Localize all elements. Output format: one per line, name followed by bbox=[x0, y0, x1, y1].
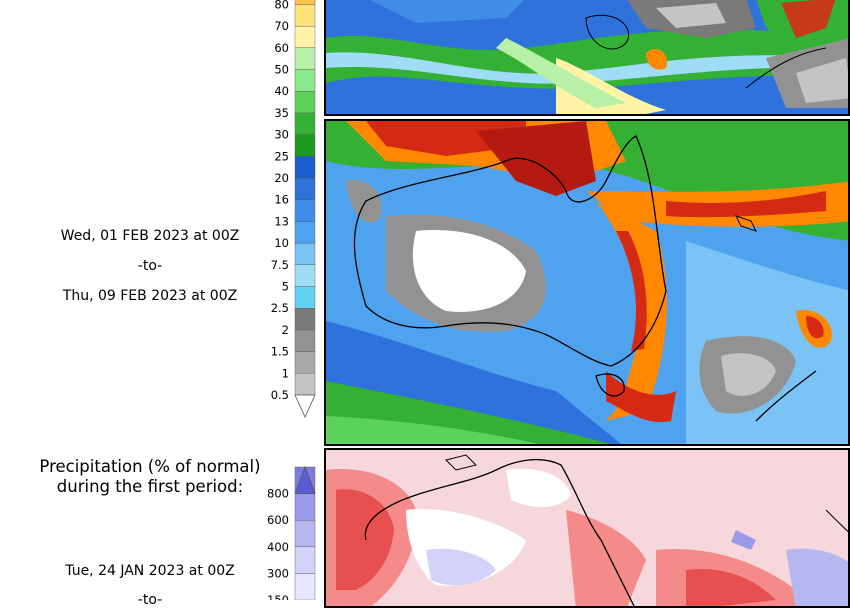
period-end-date: Thu, 09 FEB 2023 at 00Z bbox=[62, 288, 238, 304]
forecast-colorbar-segment bbox=[294, 264, 316, 287]
normal-colorbar-max-triangle bbox=[294, 465, 316, 494]
forecast-colorbar-segment bbox=[294, 4, 316, 27]
forecast-colorbar-label: 0.5 bbox=[271, 388, 289, 402]
forecast-colorbar-segment bbox=[294, 286, 316, 309]
forecast-colorbar-segment bbox=[294, 47, 316, 70]
normal-colorbar-segment bbox=[294, 520, 316, 548]
forecast-colorbar-label: 13 bbox=[274, 214, 289, 228]
normal-colorbar-segment bbox=[294, 466, 316, 494]
forecast-colorbar-label: 50 bbox=[274, 63, 289, 77]
forecast-colorbar-label: 25 bbox=[274, 149, 289, 163]
forecast-colorbar-segment bbox=[294, 308, 316, 331]
precipitation-map-top bbox=[324, 0, 850, 116]
normal-colorbar-label: 400 bbox=[267, 540, 289, 554]
normal-colorbar-segment bbox=[294, 573, 316, 600]
forecast-colorbar-label: 20 bbox=[274, 171, 289, 185]
period-start-date: Wed, 01 FEB 2023 at 00Z bbox=[60, 228, 240, 244]
percent-of-normal-map bbox=[324, 448, 850, 608]
forecast-colorbar-segment bbox=[294, 199, 316, 222]
normal-period-separator: -to- bbox=[137, 592, 163, 608]
forecast-colorbar-label: 30 bbox=[274, 128, 289, 142]
forecast-colorbar-label: 80 bbox=[274, 0, 289, 11]
forecast-colorbar-segment bbox=[294, 221, 316, 244]
forecast-colorbar-label: 1.5 bbox=[271, 345, 289, 359]
forecast-colorbar-segment bbox=[294, 134, 316, 157]
normal-period-start-date: Tue, 24 JAN 2023 at 00Z bbox=[65, 563, 235, 579]
forecast-colorbar-label: 35 bbox=[274, 106, 289, 120]
normal-colorbar-segment bbox=[294, 546, 316, 574]
percent-of-normal-graphic bbox=[326, 450, 848, 606]
forecast-colorbar-segment bbox=[294, 373, 316, 396]
normal-colorbar-segment bbox=[294, 493, 316, 521]
forecast-colorbar-segment bbox=[294, 242, 316, 266]
normal-colorbar-label: 600 bbox=[267, 513, 289, 527]
precipitation-forecast-graphic bbox=[326, 121, 848, 444]
period-separator: -to- bbox=[137, 258, 163, 274]
normal-section-title: Precipitation (% of normal) bbox=[39, 457, 261, 476]
forecast-colorbar-segment bbox=[294, 156, 316, 179]
forecast-colorbar-label: 70 bbox=[274, 19, 289, 33]
forecast-colorbar-segment bbox=[294, 177, 316, 200]
forecast-colorbar-label: 16 bbox=[274, 193, 289, 207]
forecast-colorbar-label: 40 bbox=[274, 84, 289, 98]
precipitation-map-top-graphic bbox=[326, 0, 848, 114]
forecast-colorbar-segment bbox=[294, 90, 316, 114]
precipitation-forecast-map bbox=[324, 119, 850, 446]
forecast-colorbar-segment bbox=[294, 351, 316, 374]
forecast-colorbar-segment bbox=[294, 329, 316, 352]
normal-section-subtitle: during the first period: bbox=[56, 477, 244, 496]
forecast-colorbar-min-triangle bbox=[294, 394, 316, 418]
forecast-colorbar-segment bbox=[294, 112, 316, 135]
forecast-colorbar-segment bbox=[294, 25, 316, 49]
forecast-colorbar-label: 1 bbox=[282, 366, 289, 380]
forecast-colorbar-label: 60 bbox=[274, 41, 289, 55]
forecast-colorbar-label: 5 bbox=[282, 280, 289, 294]
forecast-colorbar-segment bbox=[294, 69, 316, 92]
forecast-colorbar-segment bbox=[294, 0, 316, 5]
forecast-colorbar-label: 2 bbox=[282, 323, 289, 337]
